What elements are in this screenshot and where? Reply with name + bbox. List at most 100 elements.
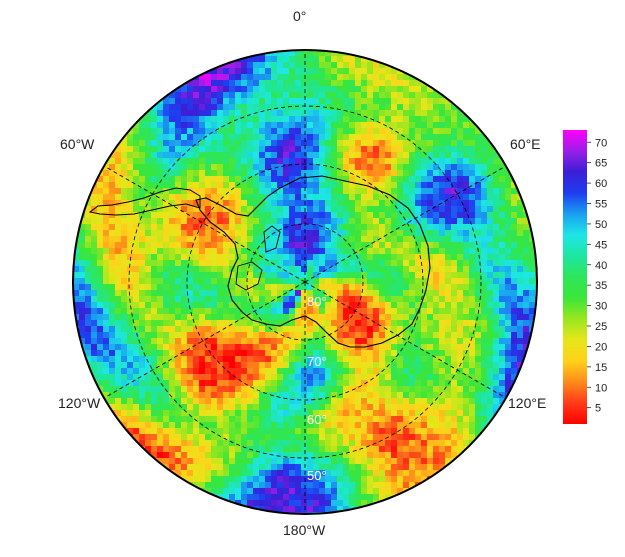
field-cell bbox=[259, 350, 266, 357]
field-cell bbox=[499, 146, 506, 153]
field-cell bbox=[133, 446, 140, 453]
field-cell bbox=[247, 182, 254, 189]
field-cell bbox=[373, 434, 380, 441]
field-cell bbox=[97, 302, 104, 309]
field-cell bbox=[187, 398, 194, 405]
field-cell bbox=[319, 242, 326, 249]
field-cell bbox=[481, 170, 488, 177]
field-cell bbox=[445, 140, 452, 147]
field-cell bbox=[163, 410, 170, 417]
field-cell bbox=[169, 248, 176, 255]
field-cell bbox=[367, 188, 374, 195]
field-cell bbox=[349, 410, 356, 417]
field-cell bbox=[469, 242, 476, 249]
field-cell bbox=[193, 482, 200, 489]
field-cell bbox=[349, 386, 356, 393]
field-cell bbox=[169, 404, 176, 411]
field-cell bbox=[205, 302, 212, 309]
field-cell bbox=[391, 416, 398, 423]
field-cell bbox=[373, 404, 380, 411]
field-cell bbox=[481, 188, 488, 195]
field-cell bbox=[277, 212, 284, 219]
field-cell bbox=[259, 122, 266, 129]
field-cell bbox=[133, 350, 140, 357]
field-cell bbox=[223, 314, 230, 321]
field-cell bbox=[217, 188, 224, 195]
field-cell bbox=[97, 200, 104, 207]
field-cell bbox=[157, 122, 164, 129]
field-cell bbox=[349, 488, 356, 495]
field-cell bbox=[517, 326, 524, 333]
field-cell bbox=[469, 182, 476, 189]
field-cell bbox=[271, 338, 278, 345]
field-cell bbox=[259, 374, 266, 381]
field-cell bbox=[133, 212, 140, 219]
field-cell bbox=[385, 224, 392, 231]
field-cell bbox=[259, 206, 266, 213]
field-cell bbox=[373, 314, 380, 321]
field-cell bbox=[163, 452, 170, 459]
field-cell bbox=[139, 338, 146, 345]
field-cell bbox=[439, 116, 446, 123]
field-cell bbox=[319, 116, 326, 123]
field-cell bbox=[277, 56, 284, 63]
field-cell bbox=[295, 116, 302, 123]
field-cell bbox=[307, 128, 314, 135]
field-cell bbox=[259, 224, 266, 231]
field-cell bbox=[367, 410, 374, 417]
field-cell bbox=[331, 476, 338, 483]
field-cell bbox=[343, 332, 350, 339]
field-cell bbox=[427, 398, 434, 405]
field-cell bbox=[391, 422, 398, 429]
field-cell bbox=[313, 134, 320, 141]
field-cell bbox=[229, 74, 236, 81]
field-cell bbox=[283, 122, 290, 129]
field-cell bbox=[253, 452, 260, 459]
field-cell bbox=[475, 356, 482, 363]
field-cell bbox=[91, 194, 98, 201]
field-cell bbox=[301, 470, 308, 477]
field-cell bbox=[265, 134, 272, 141]
field-cell bbox=[427, 284, 434, 291]
field-cell bbox=[331, 368, 338, 375]
field-cell bbox=[211, 194, 218, 201]
field-cell bbox=[139, 278, 146, 285]
field-cell bbox=[241, 440, 248, 447]
field-cell bbox=[301, 344, 308, 351]
field-cell bbox=[361, 464, 368, 471]
colorbar-tick-label: 5 bbox=[595, 403, 601, 415]
field-cell bbox=[403, 440, 410, 447]
field-cell bbox=[373, 254, 380, 261]
field-cell bbox=[157, 452, 164, 459]
field-cell bbox=[403, 224, 410, 231]
field-cell bbox=[211, 446, 218, 453]
field-cell bbox=[103, 320, 110, 327]
field-cell bbox=[523, 296, 530, 303]
field-cell bbox=[361, 500, 368, 507]
field-cell bbox=[223, 344, 230, 351]
field-cell bbox=[283, 362, 290, 369]
field-cell bbox=[463, 404, 470, 411]
field-cell bbox=[127, 230, 134, 237]
field-cell bbox=[421, 98, 428, 105]
field-cell bbox=[79, 218, 86, 225]
field-cell bbox=[223, 446, 230, 453]
field-cell bbox=[217, 458, 224, 465]
field-cell bbox=[409, 368, 416, 375]
field-cell bbox=[475, 170, 482, 177]
field-cell bbox=[157, 134, 164, 141]
field-cell bbox=[277, 266, 284, 273]
field-cell bbox=[133, 164, 140, 171]
field-cell bbox=[235, 404, 242, 411]
field-cell bbox=[331, 284, 338, 291]
field-cell bbox=[133, 422, 140, 429]
field-cell bbox=[181, 332, 188, 339]
field-cell bbox=[277, 500, 284, 507]
field-cell bbox=[97, 338, 104, 345]
field-cell bbox=[181, 314, 188, 321]
field-cell bbox=[139, 434, 146, 441]
field-cell bbox=[379, 122, 386, 129]
field-cell bbox=[451, 404, 458, 411]
field-cell bbox=[139, 182, 146, 189]
